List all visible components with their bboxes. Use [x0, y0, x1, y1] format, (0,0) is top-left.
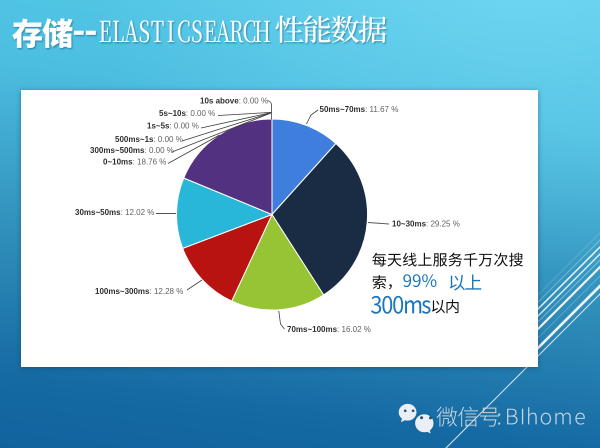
svg-text:10s above: 0.00 %: 10s above: 0.00 % [200, 96, 268, 105]
svg-text:100ms~300ms: 12.28 %: 100ms~300ms: 12.28 % [95, 287, 183, 296]
svg-text:30ms~50ms: 12.02 %: 30ms~50ms: 12.02 % [75, 208, 154, 217]
svg-text:0~10ms: 18.76 %: 0~10ms: 18.76 % [103, 158, 166, 167]
svg-text:1s~5s: 0.00 %: 1s~5s: 0.00 % [147, 121, 199, 130]
svg-text:500ms~1s: 0.00 %: 500ms~1s: 0.00 % [115, 135, 183, 144]
svg-text:70ms~100ms: 16.02 %: 70ms~100ms: 16.02 % [287, 325, 371, 334]
svg-text:10~30ms: 29.25 %: 10~30ms: 29.25 % [392, 220, 460, 229]
svg-text:300ms~500ms: 0.00 %: 300ms~500ms: 0.00 % [90, 146, 174, 155]
svg-text:50ms~70ms: 11.67 %: 50ms~70ms: 11.67 % [320, 105, 399, 114]
svg-text:5s~10s: 0.00 %: 5s~10s: 0.00 % [159, 109, 215, 118]
